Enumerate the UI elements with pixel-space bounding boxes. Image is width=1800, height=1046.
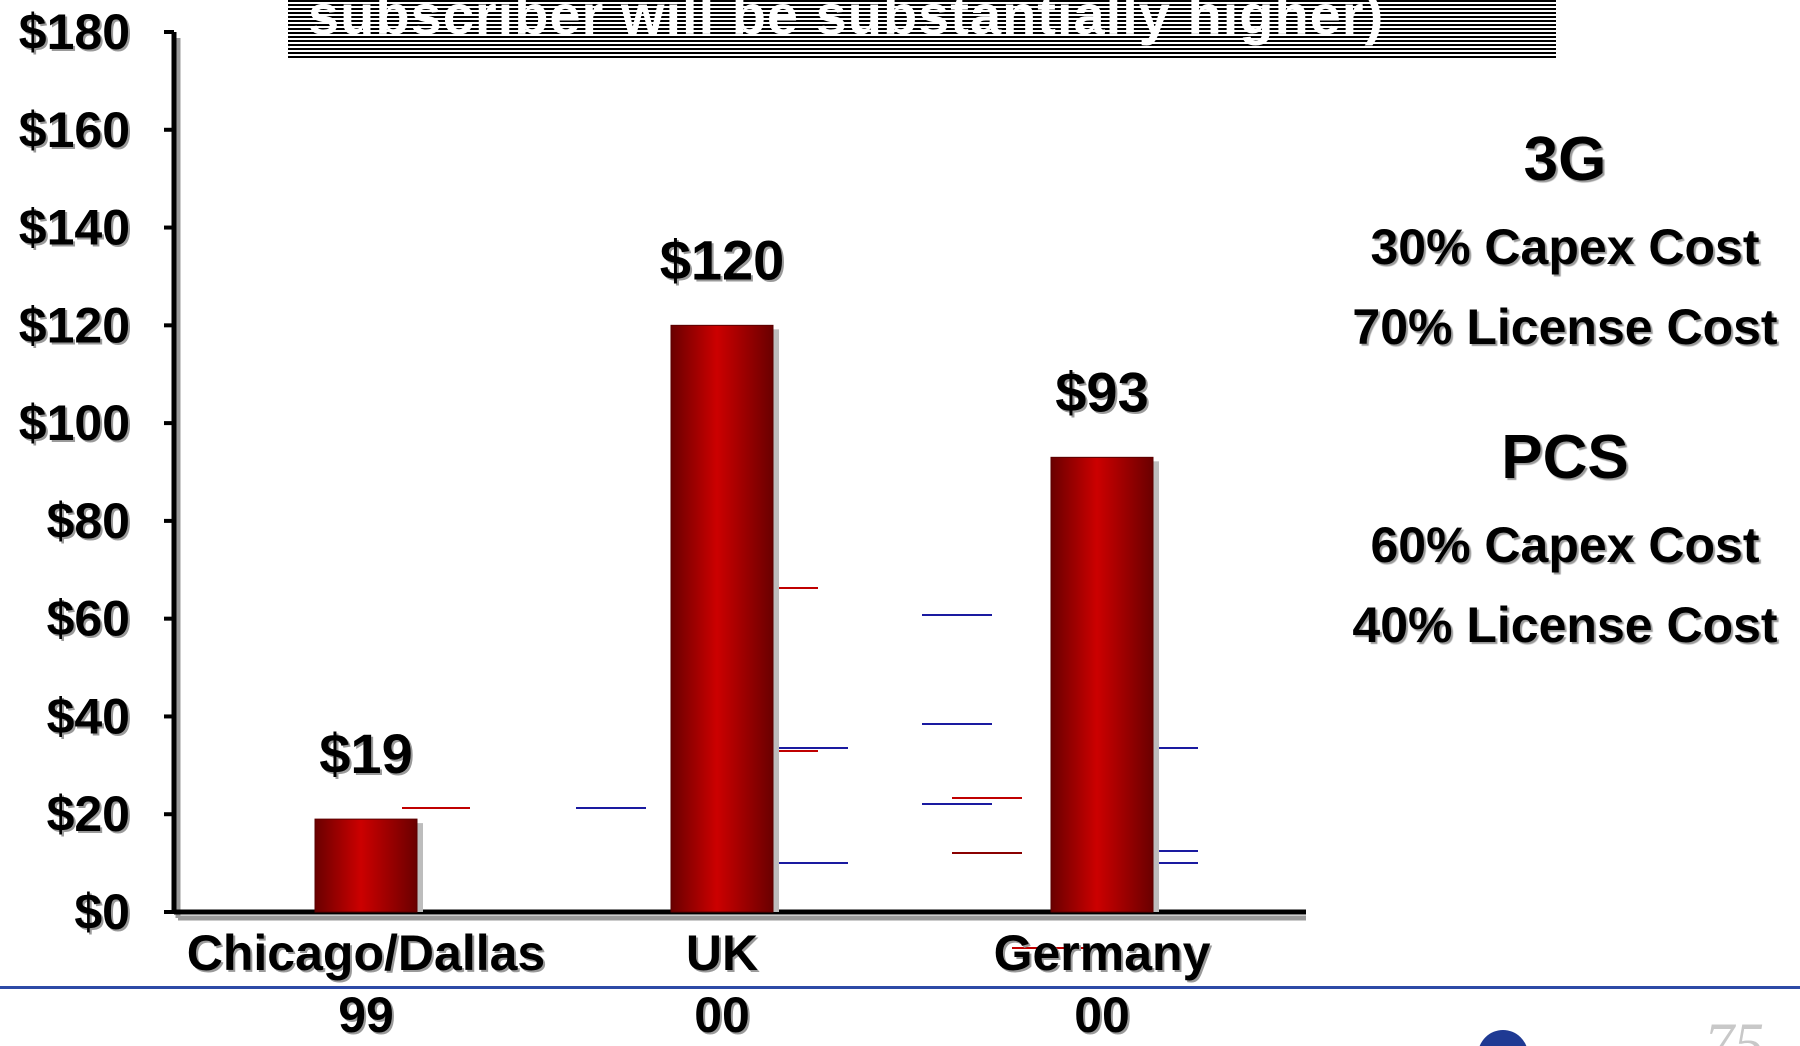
- y-tick-label-shadow: $140: [21, 202, 132, 258]
- y-tick-label: $20: [47, 786, 130, 842]
- y-tick-label-shadow: $100: [21, 397, 132, 453]
- title-banner: subscriber will be substantially higher): [288, 0, 1556, 58]
- y-tick-label: $160: [19, 102, 130, 158]
- y-tick-label-shadow: $20: [49, 788, 132, 844]
- y-tick-label: $60: [47, 591, 130, 647]
- y-tick-label: $40: [47, 688, 130, 744]
- x-tick-label: 00: [1074, 987, 1130, 1043]
- x-tick-label-shadow: Germany: [996, 927, 1213, 983]
- y-tick-label-shadow: $80: [49, 495, 132, 551]
- y-tick-label: $140: [19, 200, 130, 256]
- y-tick-label-shadow: $160: [21, 104, 132, 160]
- y-tick-label-shadow: $180: [21, 6, 132, 62]
- data-label: $120: [660, 228, 785, 291]
- company-logo-icon: [1478, 1030, 1528, 1046]
- footer-rule: [0, 986, 1800, 989]
- x-tick-label-shadow: 00: [696, 989, 752, 1045]
- cost-breakdown-panel: 3G 30% Capex Cost 70% License Cost PCS 6…: [1330, 120, 1800, 658]
- y-tick-label-shadow: $0: [76, 886, 132, 942]
- x-tick-label-shadow: 99: [340, 989, 396, 1045]
- data-label-shadow: $93: [1057, 362, 1150, 425]
- data-label-shadow: $19: [321, 724, 414, 787]
- title-text: subscriber will be substantially higher): [308, 0, 1385, 46]
- pcs-capex-text: 60% Capex Cost: [1370, 517, 1760, 573]
- data-label: $19: [319, 722, 412, 785]
- y-tick-label: $100: [19, 395, 130, 451]
- x-tick-label-shadow: 00: [1076, 989, 1132, 1045]
- g3-capex-text: 30% Capex Cost: [1370, 219, 1760, 275]
- y-tick-label-shadow: $60: [49, 593, 132, 649]
- bar: [314, 818, 418, 913]
- y-tick-label: $0: [74, 884, 130, 940]
- logo-watermark: 75: [1704, 1011, 1764, 1046]
- g3-license-text: 70% License Cost: [1352, 299, 1778, 355]
- x-tick-label: 00: [694, 987, 750, 1043]
- y-tick-label-shadow: $40: [49, 690, 132, 746]
- x-tick-label-shadow: UK: [688, 927, 760, 983]
- pcs-heading: PCS: [1501, 423, 1629, 492]
- pcs-license-text: 40% License Cost: [1352, 597, 1778, 653]
- y-tick-label: $120: [19, 297, 130, 353]
- y-tick-label: $80: [47, 493, 130, 549]
- x-tick-label: Chicago/Dallas: [187, 925, 545, 981]
- x-tick-label-shadow: Chicago/Dallas: [189, 927, 547, 983]
- g3-heading: 3G: [1523, 125, 1607, 194]
- bar: [1050, 456, 1154, 913]
- data-label-shadow: $120: [662, 230, 787, 293]
- x-tick-label: 99: [338, 987, 394, 1043]
- y-tick-label-shadow: $120: [21, 299, 132, 355]
- data-label: $93: [1055, 360, 1148, 423]
- x-tick-label: UK: [686, 925, 758, 981]
- bar: [670, 324, 774, 913]
- y-tick-label: $180: [19, 4, 130, 60]
- x-tick-label: Germany: [994, 925, 1211, 981]
